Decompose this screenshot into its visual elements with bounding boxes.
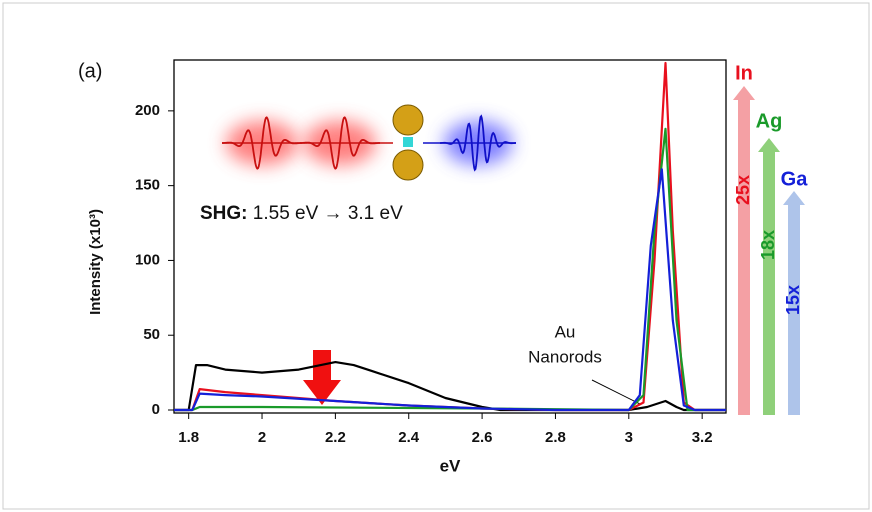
shg-text: 1.55 eV → 3.1 eV — [253, 203, 403, 224]
y-tick-label: 100 — [135, 251, 160, 268]
gap — [403, 137, 413, 147]
illustration — [222, 104, 516, 405]
enhancement-factor: 18x — [758, 230, 778, 260]
x-tick-label: 2.8 — [545, 429, 566, 446]
enhancement-arrow — [783, 191, 805, 415]
plot-frame — [173, 59, 727, 414]
au-label: Au — [555, 322, 576, 341]
metal-label: In — [735, 62, 753, 84]
leader-line — [591, 379, 641, 405]
x-tick-label: 2.4 — [398, 429, 420, 446]
series-line — [174, 361, 726, 412]
y-tick-label: 0 — [152, 401, 160, 418]
y-tick-label: 50 — [143, 326, 160, 343]
shg-label: SHG: — [200, 203, 248, 224]
series-line — [174, 127, 726, 412]
x-axis-label: eV — [440, 456, 461, 475]
x-tick-label: 2.2 — [325, 429, 346, 446]
shg-annotation: SHG: 1.55 eV → 3.1 eV — [200, 203, 403, 224]
y-axis-label: Intensity (x10³) — [87, 209, 104, 315]
metal-label: Ag — [756, 110, 783, 132]
y-tick-label: 150 — [135, 177, 160, 194]
down-arrow — [303, 350, 341, 405]
enhancement-arrow — [733, 86, 755, 415]
nanoparticle — [392, 149, 424, 181]
x-tick-label: 1.8 — [178, 429, 199, 446]
metal-label: Ga — [781, 168, 809, 190]
x-tick-label: 2.6 — [472, 429, 493, 446]
series-line — [174, 168, 726, 412]
x-tick-label: 3 — [625, 429, 633, 446]
y-tick-label: 200 — [135, 102, 160, 119]
au-label: Nanorods — [528, 347, 602, 366]
x-tick-label: 3.2 — [692, 429, 713, 446]
panel-label: (a) — [78, 60, 102, 82]
enhancement-arrow — [758, 138, 780, 415]
enhancement-factor: 15x — [783, 285, 803, 315]
enhancement-factor: 25x — [733, 175, 753, 205]
x-tick-label: 2 — [258, 429, 266, 446]
nanoparticle — [392, 104, 424, 136]
